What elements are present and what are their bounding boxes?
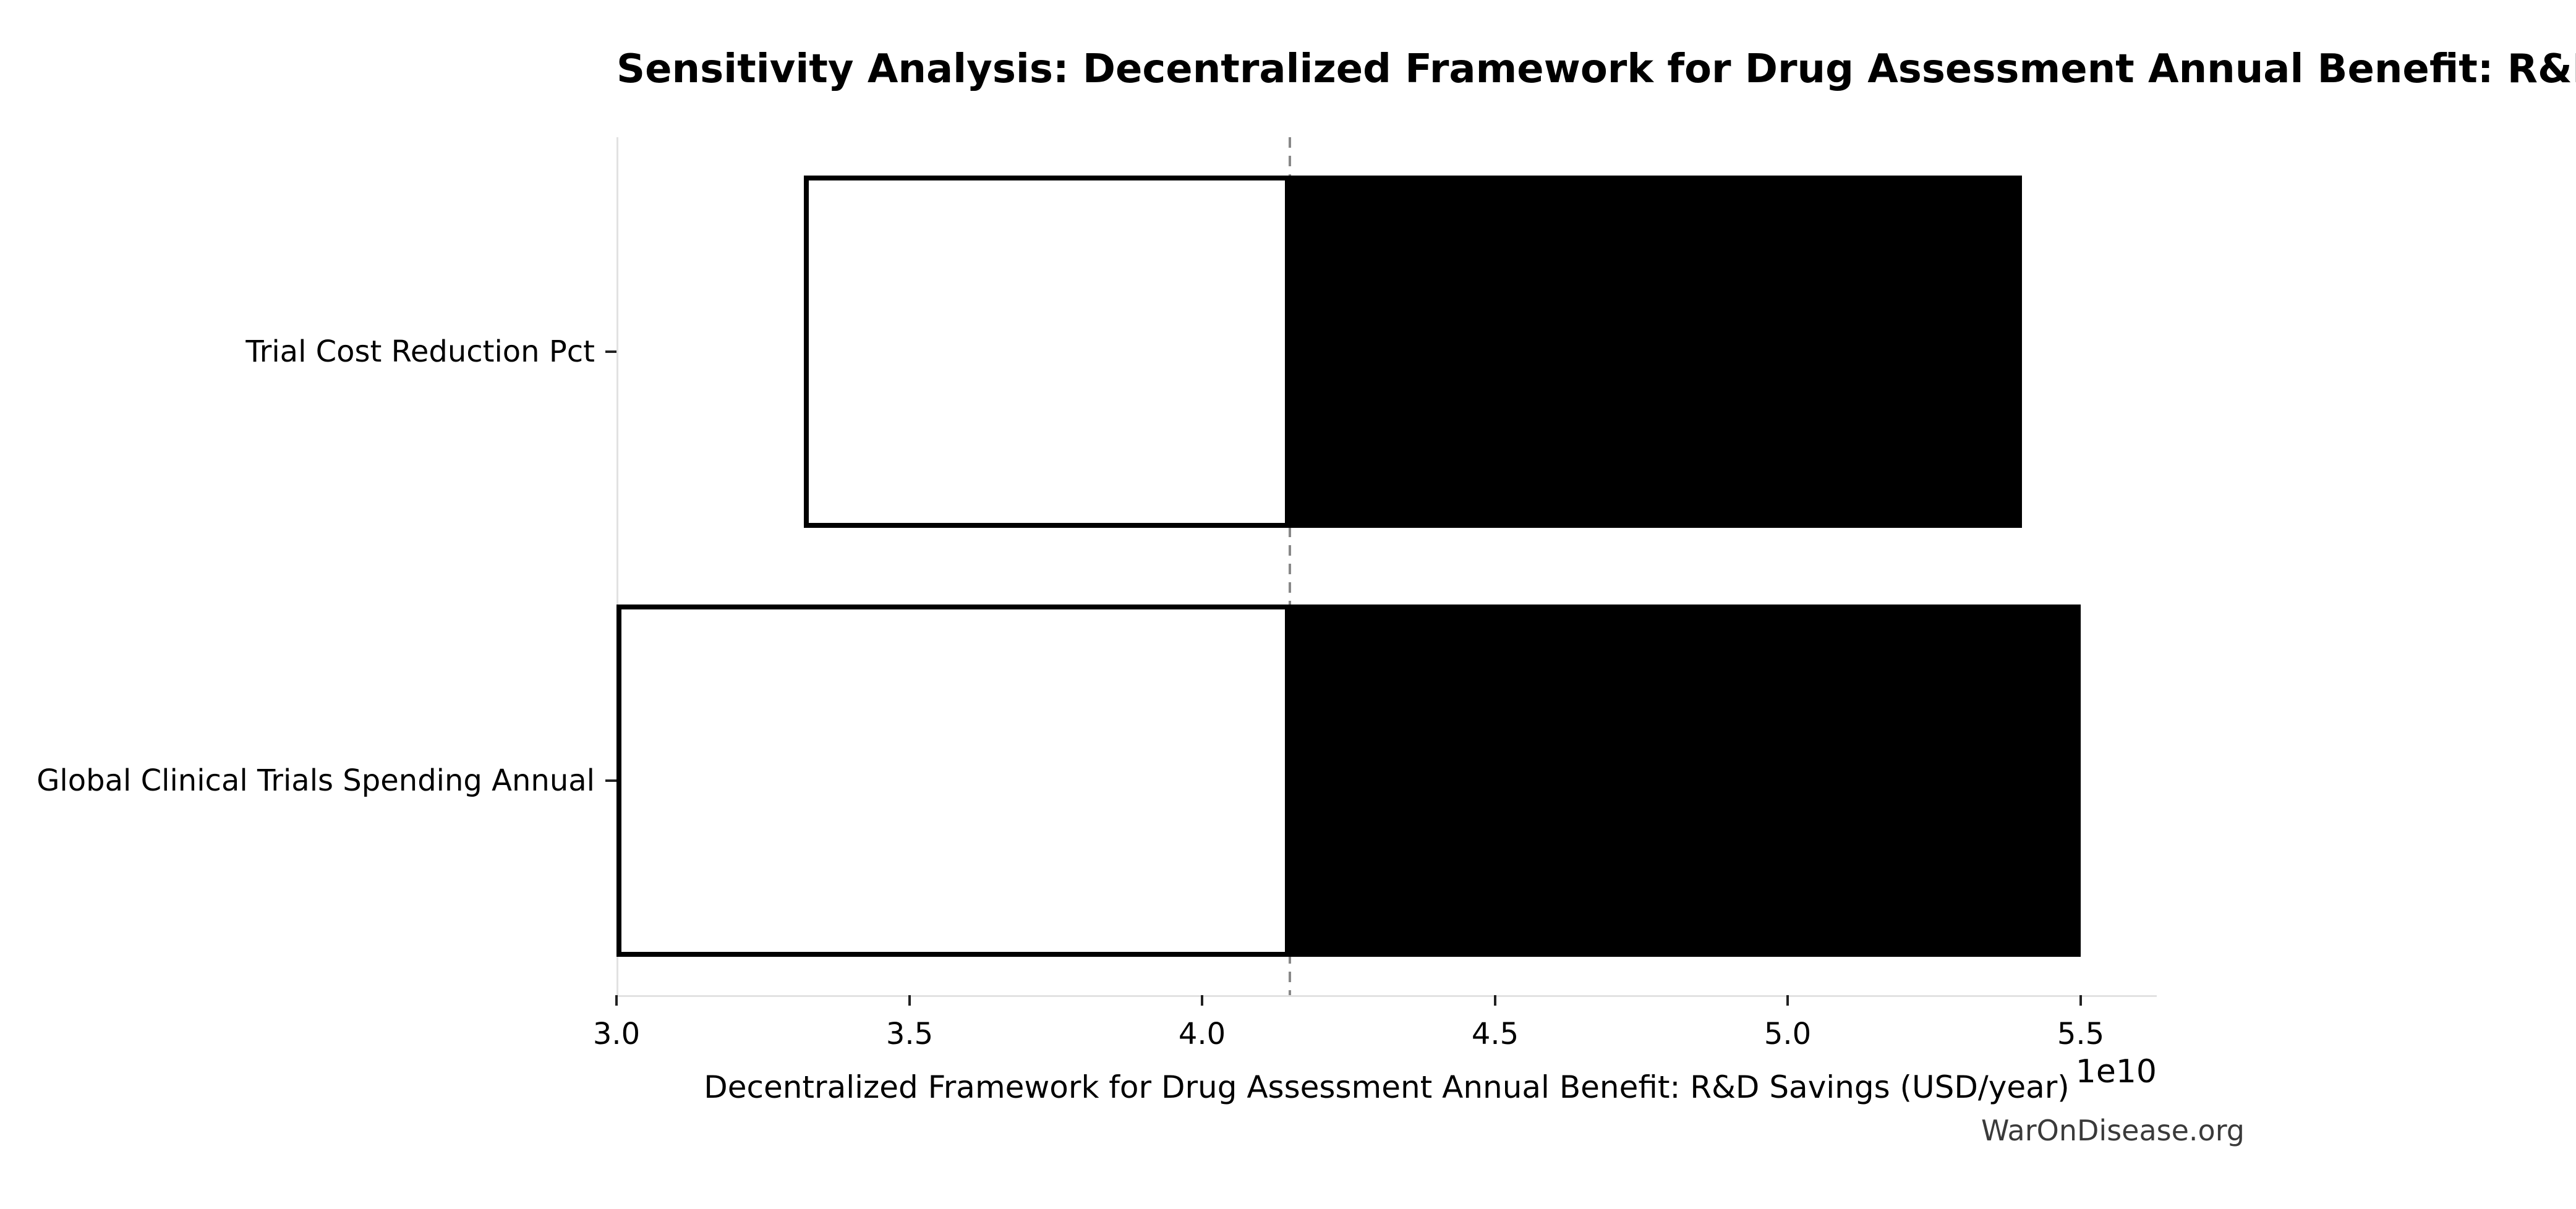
bar-low-segment xyxy=(616,604,1290,957)
x-tick-label: 4.0 xyxy=(1178,1017,1226,1051)
x-axis-spine xyxy=(616,995,2157,997)
x-tick-label: 4.5 xyxy=(1471,1017,1519,1051)
x-tick-mark xyxy=(908,995,911,1006)
chart-title: Sensitivity Analysis: Decentralized Fram… xyxy=(616,46,2576,92)
x-tick-mark xyxy=(1201,995,1203,1006)
x-axis-label: Decentralized Framework for Drug Assessm… xyxy=(704,1069,2070,1105)
x-tick-mark xyxy=(1786,995,1789,1006)
y-tick-mark xyxy=(605,350,616,353)
y-tick-label: Trial Cost Reduction Pct xyxy=(245,334,595,369)
x-tick-label: 5.0 xyxy=(1764,1017,1812,1051)
bar-high-segment xyxy=(1290,176,2023,528)
y-tick-mark xyxy=(605,779,616,782)
x-tick-mark xyxy=(1494,995,1496,1006)
x-tick-mark xyxy=(2079,995,2082,1006)
baseline-dashed-line xyxy=(1289,137,1292,995)
x-tick-label: 3.0 xyxy=(592,1017,641,1051)
x-tick-mark xyxy=(615,995,618,1006)
axis-offset-label: 1e10 xyxy=(2075,1053,2157,1090)
x-tick-label: 3.5 xyxy=(885,1017,934,1051)
x-tick-label: 5.5 xyxy=(2057,1017,2105,1051)
bar-high-segment xyxy=(1290,604,2081,957)
y-axis-spine xyxy=(616,137,618,997)
watermark: WarOnDisease.org xyxy=(1981,1114,2245,1147)
y-tick-label: Global Clinical Trials Spending Annual xyxy=(36,763,595,798)
bar-low-segment xyxy=(804,176,1290,528)
